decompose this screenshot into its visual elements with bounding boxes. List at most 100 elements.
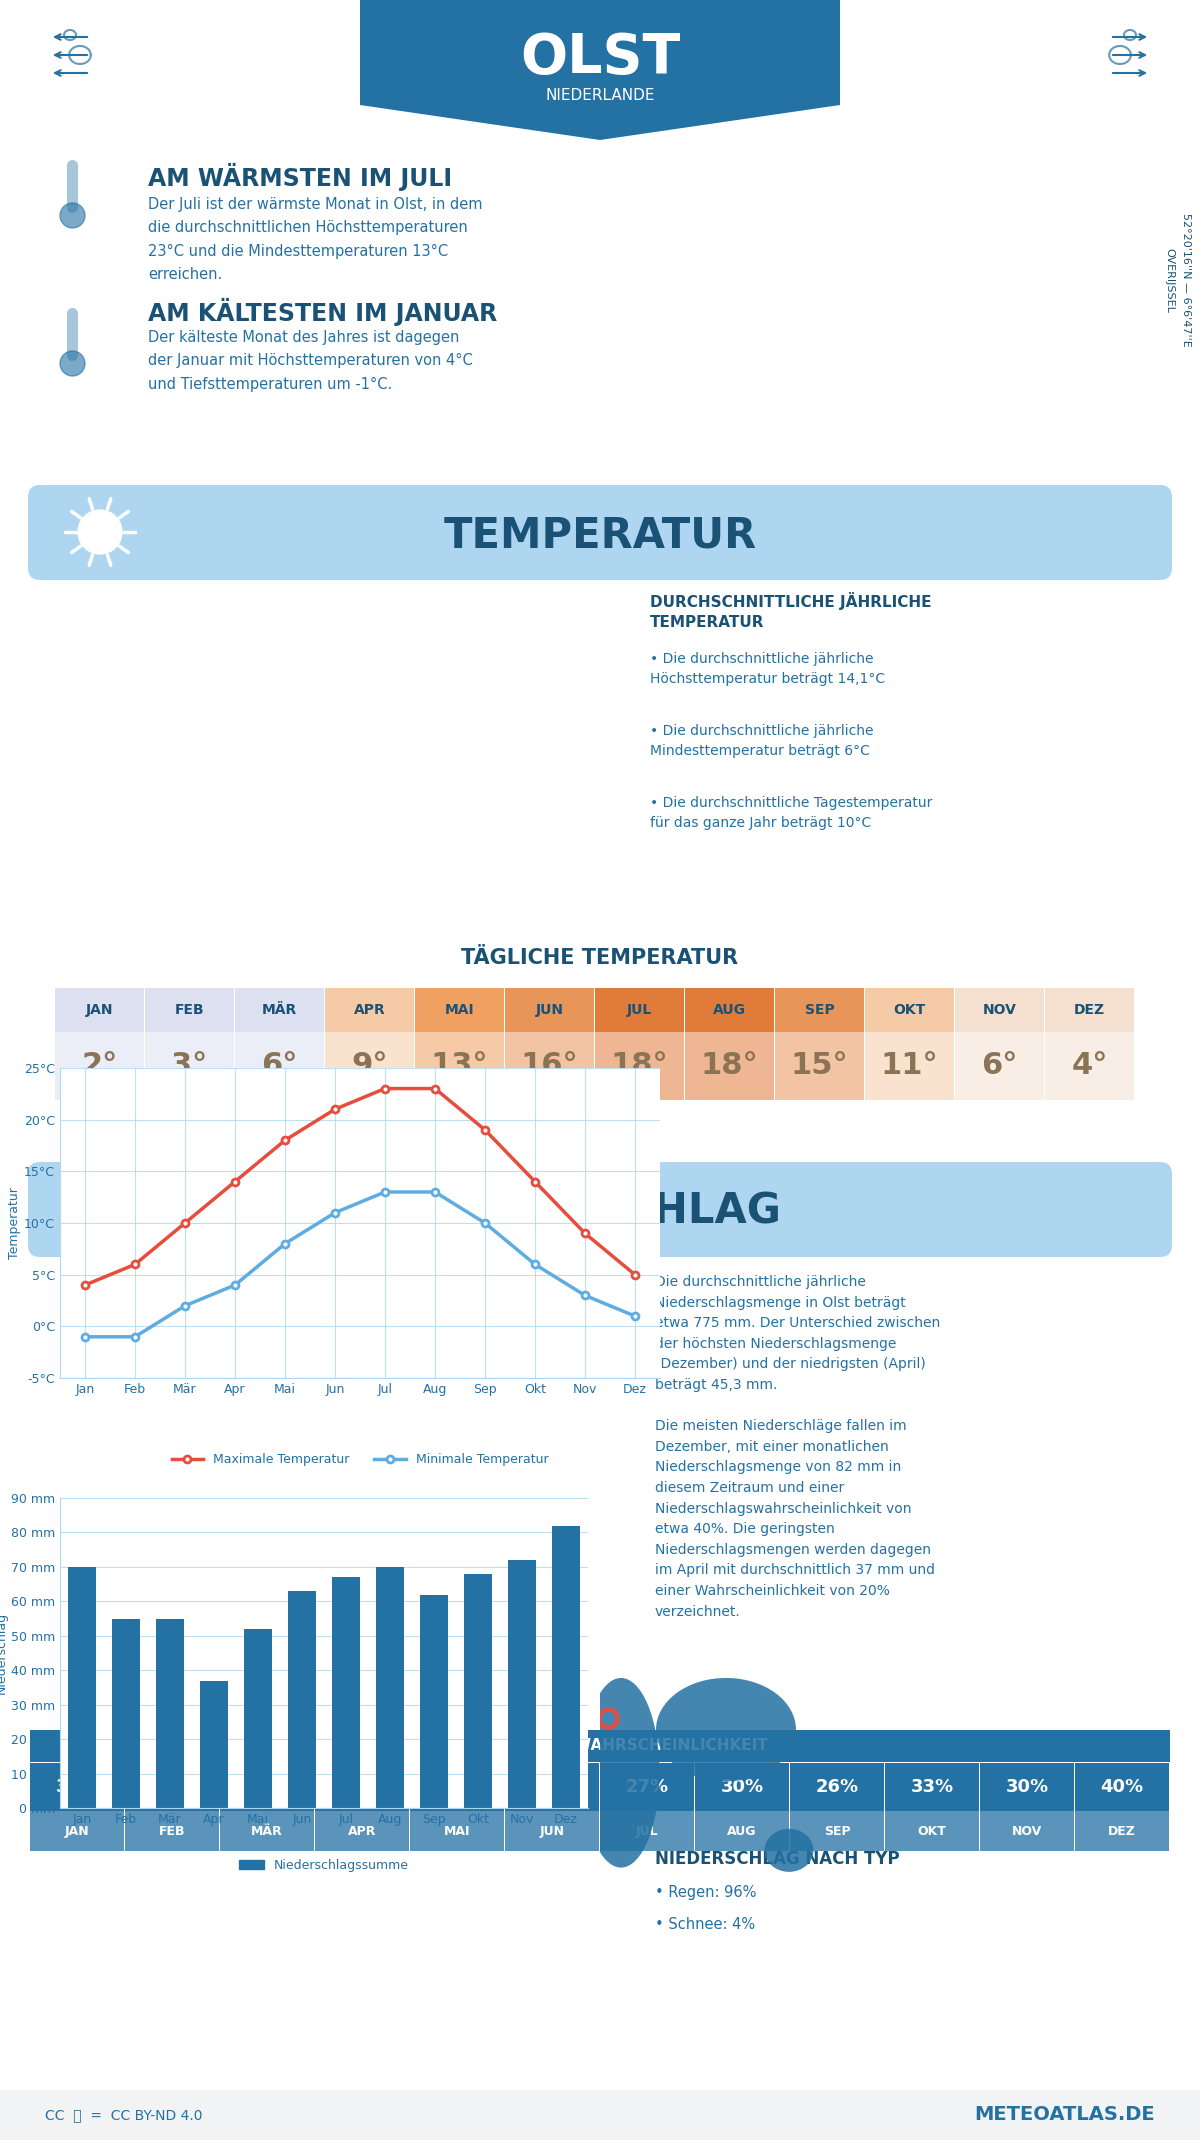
- Bar: [1045, 1031, 1134, 1100]
- Maximale Temperatur: [228, 1168, 242, 1194]
- Text: JAN: JAN: [65, 1825, 89, 1838]
- Minimale Temperatur: [578, 1282, 593, 1308]
- Text: JUL: JUL: [636, 1825, 659, 1838]
- Text: 4°: 4°: [1072, 1051, 1108, 1081]
- Bar: [695, 1763, 790, 1810]
- Bar: [235, 1031, 324, 1100]
- Text: Der kälteste Monat des Jahres ist dagegen
der Januar mit Höchsttemperaturen von : Der kälteste Monat des Jahres ist dagege…: [148, 330, 473, 392]
- Text: 26%: 26%: [816, 1778, 858, 1795]
- Text: JUL: JUL: [626, 1004, 652, 1016]
- Text: Der Juli ist der wärmste Monat in Olst, in dem
die durchschnittlichen Höchsttemp: Der Juli ist der wärmste Monat in Olst, …: [148, 197, 482, 282]
- Bar: [30, 1763, 124, 1810]
- Text: MAI: MAI: [444, 1825, 470, 1838]
- Bar: [30, 1810, 124, 1851]
- Text: DURCHSCHNITTLICHE JÄHRLICHE
TEMPERATUR: DURCHSCHNITTLICHE JÄHRLICHE TEMPERATUR: [650, 593, 931, 629]
- Legend: Niederschlagssumme: Niederschlagssumme: [234, 1853, 414, 1877]
- Text: 11°: 11°: [881, 1051, 938, 1081]
- Bar: [331, 1577, 360, 1808]
- Text: 18°: 18°: [701, 1051, 758, 1081]
- Minimale Temperatur: [528, 1252, 542, 1278]
- Bar: [125, 1810, 220, 1851]
- Bar: [156, 1618, 185, 1808]
- Text: 24%: 24%: [246, 1778, 288, 1795]
- Text: TEMPERATUR: TEMPERATUR: [443, 514, 757, 556]
- Ellipse shape: [582, 1678, 660, 1868]
- Text: JUN: JUN: [540, 1825, 564, 1838]
- Bar: [886, 1763, 979, 1810]
- Bar: [415, 1031, 504, 1100]
- Text: • Schnee: 4%: • Schnee: 4%: [655, 1917, 755, 1932]
- Minimale Temperatur: [228, 1271, 242, 1297]
- Bar: [410, 1763, 504, 1810]
- Bar: [410, 1810, 504, 1851]
- Minimale Temperatur: [428, 1179, 443, 1205]
- Ellipse shape: [404, 1678, 516, 1780]
- Text: APR: APR: [348, 1825, 376, 1838]
- Ellipse shape: [764, 1830, 814, 1872]
- Text: 15°: 15°: [791, 1051, 848, 1081]
- Bar: [145, 1031, 234, 1100]
- Text: NIEDERLANDE: NIEDERLANDE: [545, 88, 655, 103]
- Text: AUG: AUG: [727, 1825, 757, 1838]
- Bar: [865, 989, 954, 1031]
- Bar: [955, 989, 1044, 1031]
- Bar: [775, 1031, 864, 1100]
- Bar: [980, 1810, 1074, 1851]
- Bar: [1045, 989, 1134, 1031]
- Text: NIEDERSCHLAG NACH TYP: NIEDERSCHLAG NACH TYP: [655, 1849, 900, 1868]
- Text: 28%: 28%: [530, 1778, 574, 1795]
- Text: SEP: SEP: [805, 1004, 834, 1016]
- Text: • Die durchschnittliche jährliche
Mindesttemperatur beträgt 6°C: • Die durchschnittliche jährliche Mindes…: [650, 723, 874, 758]
- Bar: [1075, 1763, 1169, 1810]
- Minimale Temperatur: [628, 1303, 642, 1329]
- Text: 40%: 40%: [1100, 1778, 1144, 1795]
- Text: APR: APR: [354, 1004, 385, 1016]
- Minimale Temperatur: [78, 1325, 92, 1350]
- Y-axis label: Temperatur: Temperatur: [8, 1188, 22, 1258]
- Text: SEP: SEP: [823, 1825, 851, 1838]
- Bar: [67, 1566, 96, 1808]
- Text: 36%: 36%: [55, 1778, 98, 1795]
- Line: Minimale Temperatur: Minimale Temperatur: [82, 1188, 638, 1340]
- Line: Maximale Temperatur: Maximale Temperatur: [82, 1085, 638, 1288]
- Bar: [600, 1763, 694, 1810]
- Maximale Temperatur: [478, 1117, 492, 1143]
- Text: NIEDERSCHLAGSWAHRSCHEINLICHKEIT: NIEDERSCHLAGSWAHRSCHEINLICHKEIT: [432, 1738, 768, 1753]
- Bar: [220, 1810, 314, 1851]
- Bar: [552, 1526, 581, 1808]
- Bar: [685, 989, 774, 1031]
- Bar: [30, 1729, 1170, 1761]
- Text: NIEDERSCHLAG: NIEDERSCHLAG: [419, 1192, 781, 1233]
- Text: 3°: 3°: [172, 1051, 208, 1081]
- Minimale Temperatur: [378, 1179, 392, 1205]
- Bar: [695, 1810, 790, 1851]
- Bar: [463, 1573, 492, 1808]
- Text: OKT: OKT: [918, 1825, 947, 1838]
- Text: 13°: 13°: [431, 1051, 488, 1081]
- Text: AM KÄLTESTEN IM JANUAR: AM KÄLTESTEN IM JANUAR: [148, 297, 497, 325]
- Bar: [505, 1810, 599, 1851]
- Bar: [55, 1031, 144, 1100]
- Text: 9°: 9°: [352, 1051, 388, 1081]
- Text: • Die durchschnittliche Tagestemperatur
für das ganze Jahr beträgt 10°C: • Die durchschnittliche Tagestemperatur …: [650, 796, 932, 830]
- Text: 33%: 33%: [911, 1778, 954, 1795]
- Text: NOV: NOV: [983, 1004, 1016, 1016]
- Bar: [0, 139, 1200, 479]
- Text: 30%: 30%: [1006, 1778, 1049, 1795]
- Maximale Temperatur: [578, 1220, 593, 1245]
- Minimale Temperatur: [127, 1325, 143, 1350]
- Text: MÄR: MÄR: [262, 1004, 298, 1016]
- Maximale Temperatur: [78, 1271, 92, 1297]
- Maximale Temperatur: [178, 1209, 192, 1235]
- Polygon shape: [360, 0, 840, 139]
- Text: JAN: JAN: [85, 1004, 113, 1016]
- Bar: [376, 1566, 404, 1808]
- Maximale Temperatur: [378, 1076, 392, 1102]
- Text: 18°: 18°: [611, 1051, 668, 1081]
- Bar: [505, 1031, 594, 1100]
- Maximale Temperatur: [528, 1168, 542, 1194]
- Bar: [980, 1763, 1074, 1810]
- Bar: [314, 1763, 409, 1810]
- Text: 2°: 2°: [82, 1051, 118, 1081]
- Maximale Temperatur: [127, 1252, 143, 1278]
